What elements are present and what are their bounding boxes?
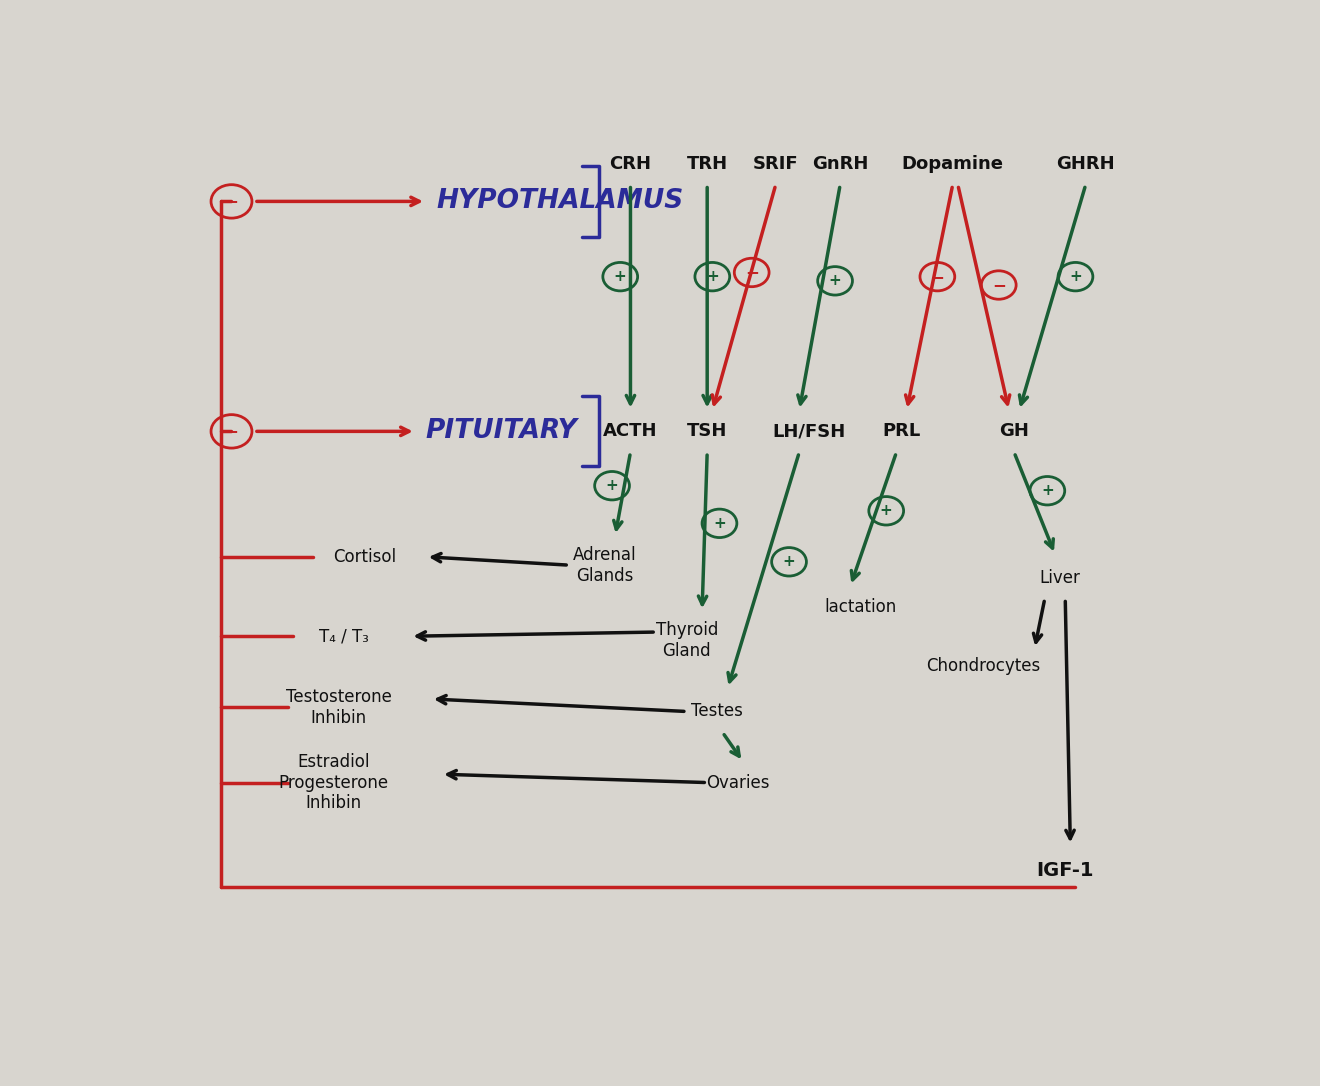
Text: LH/FSH: LH/FSH — [774, 422, 846, 440]
Text: −: − — [744, 264, 759, 281]
Text: Ovaries: Ovaries — [706, 773, 770, 792]
Text: HYPOTHALAMUS: HYPOTHALAMUS — [436, 188, 684, 214]
Text: +: + — [606, 478, 619, 493]
Text: PRL: PRL — [883, 422, 920, 440]
Text: −: − — [991, 276, 1006, 294]
Text: +: + — [880, 503, 892, 518]
Text: TSH: TSH — [686, 422, 727, 440]
Text: Estradiol
Progesterone
Inhibin: Estradiol Progesterone Inhibin — [279, 753, 389, 812]
Text: Testosterone
Inhibin: Testosterone Inhibin — [286, 687, 392, 727]
Text: GH: GH — [999, 422, 1030, 440]
Text: −: − — [224, 422, 239, 440]
Text: Cortisol: Cortisol — [333, 547, 396, 566]
Text: −: − — [931, 267, 944, 286]
Text: Thyroid
Gland: Thyroid Gland — [656, 621, 718, 660]
Text: Chondrocytes: Chondrocytes — [927, 657, 1040, 674]
Text: +: + — [829, 274, 841, 289]
Text: +: + — [713, 516, 726, 531]
Text: +: + — [1069, 269, 1082, 285]
Text: T₄ / T₃: T₄ / T₃ — [319, 628, 370, 645]
Text: PITUITARY: PITUITARY — [426, 418, 578, 444]
Text: Adrenal
Glands: Adrenal Glands — [573, 546, 636, 584]
Text: SRIF: SRIF — [752, 155, 799, 173]
Text: Dopamine: Dopamine — [902, 155, 1003, 173]
Text: Liver: Liver — [1040, 569, 1081, 586]
Text: +: + — [614, 269, 627, 285]
Text: −: − — [224, 192, 239, 211]
Text: lactation: lactation — [825, 598, 896, 616]
Text: CRH: CRH — [610, 155, 652, 173]
Text: ACTH: ACTH — [603, 422, 657, 440]
Text: +: + — [783, 554, 796, 569]
Text: GnRH: GnRH — [812, 155, 869, 173]
Text: +: + — [1041, 483, 1053, 498]
Text: +: + — [706, 269, 718, 285]
Text: Testes: Testes — [692, 703, 743, 720]
Text: TRH: TRH — [686, 155, 727, 173]
Text: IGF-1: IGF-1 — [1036, 861, 1094, 880]
Text: GHRH: GHRH — [1056, 155, 1115, 173]
